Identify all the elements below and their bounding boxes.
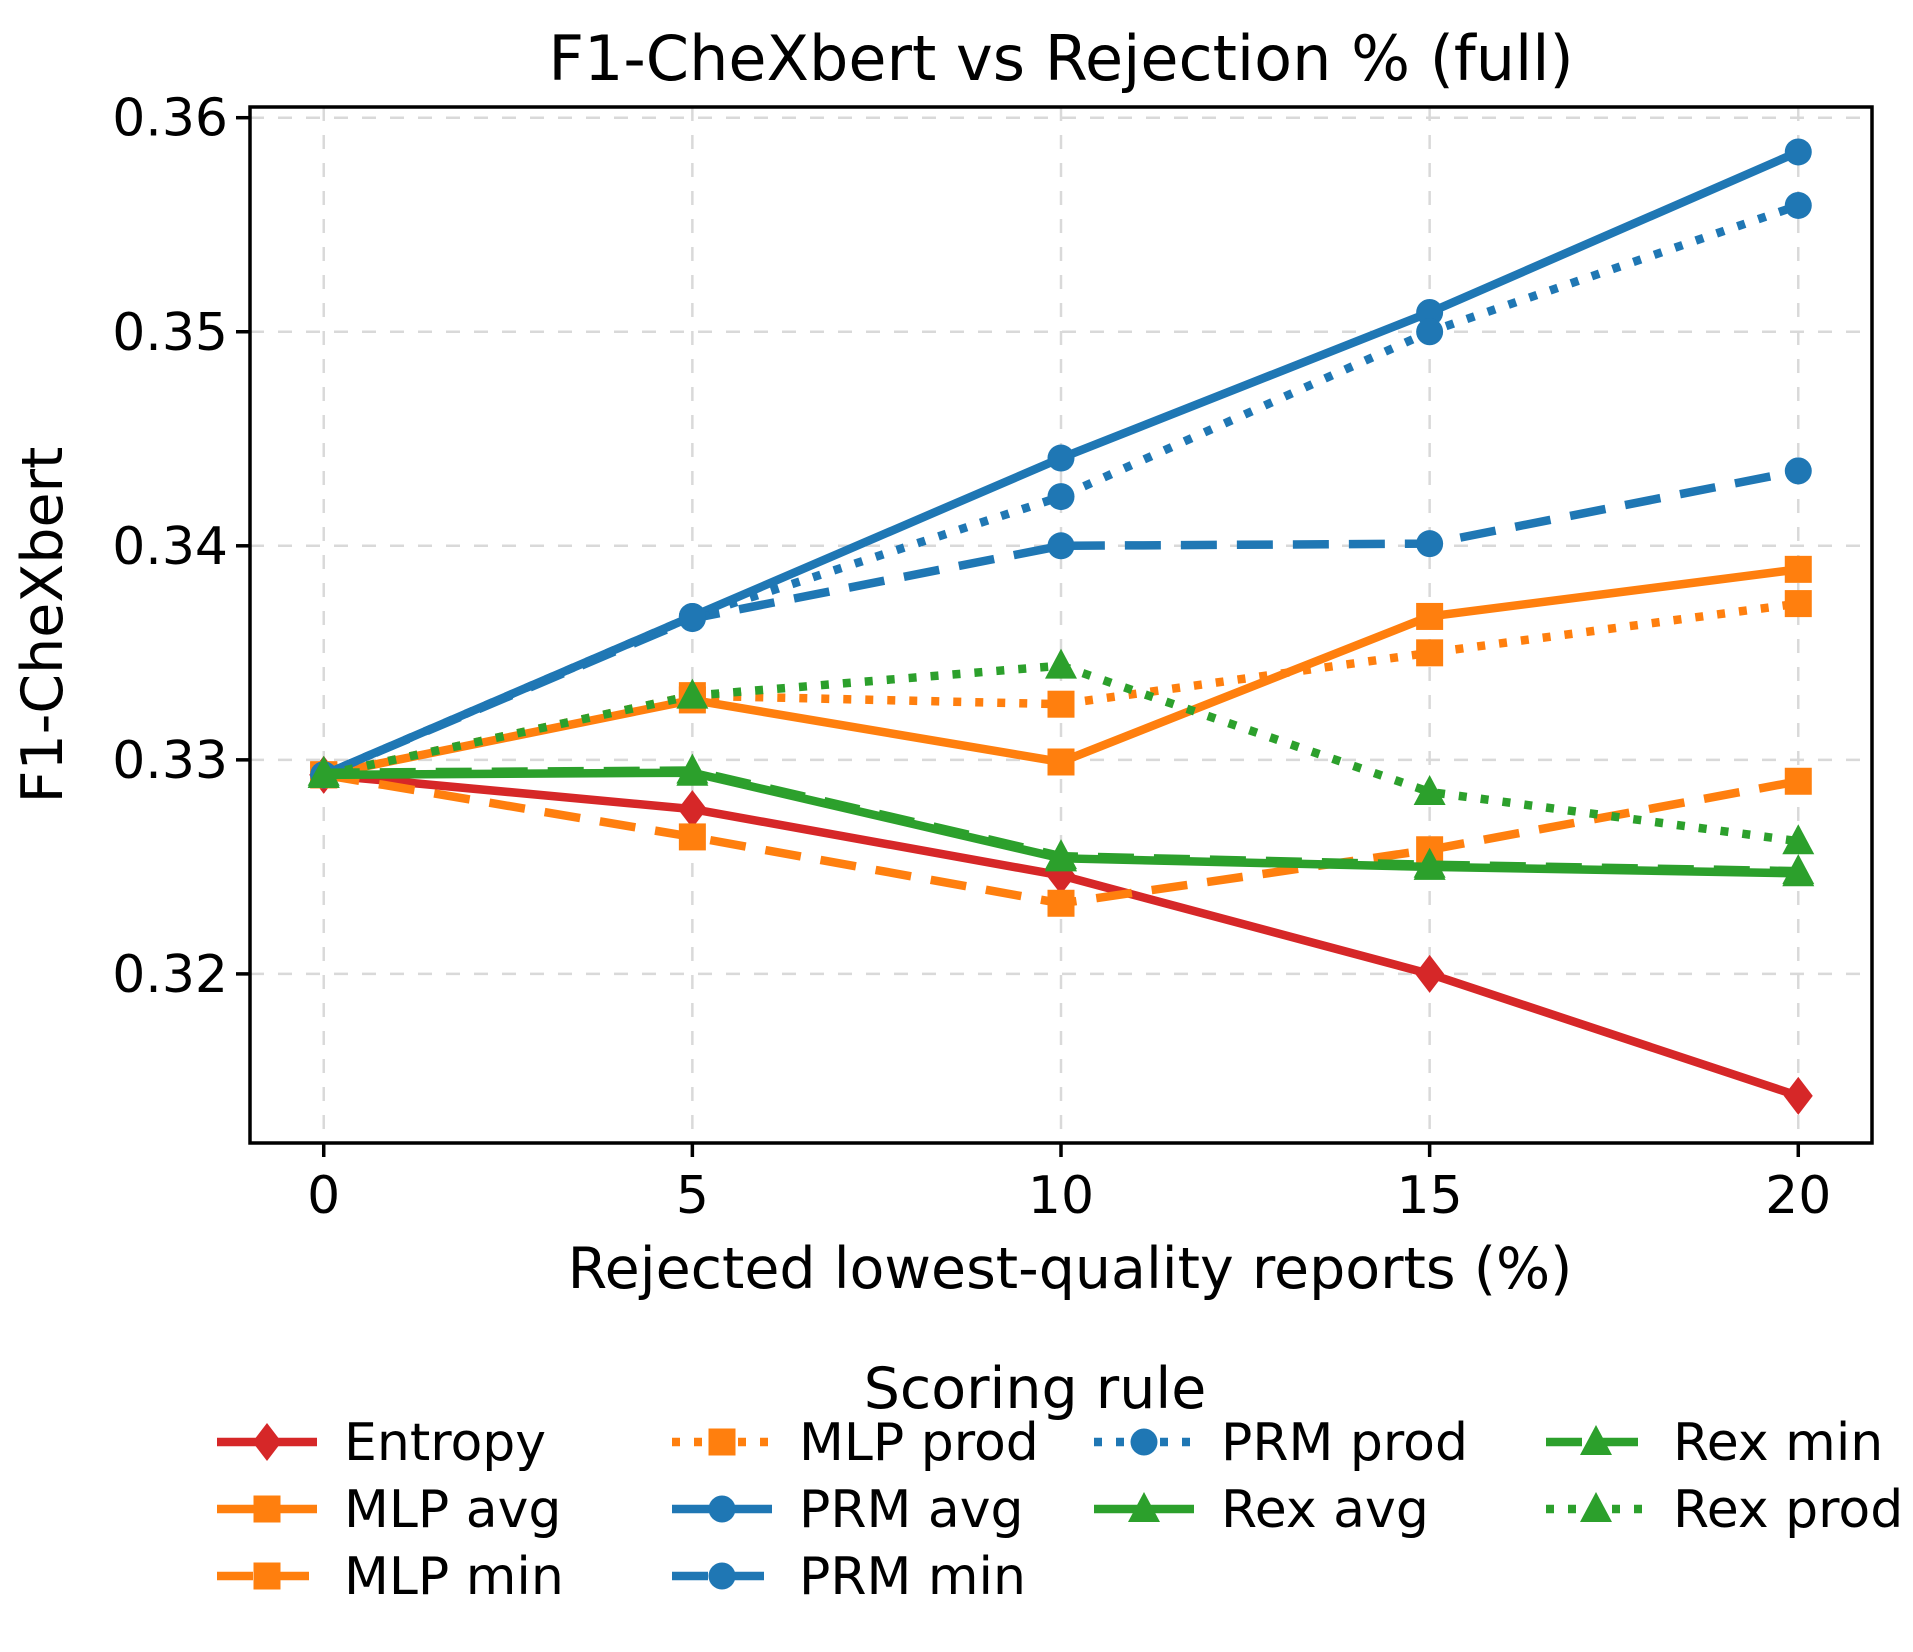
circle-marker: [708, 1495, 736, 1523]
legend-title: Scoring rule: [864, 1356, 1207, 1422]
square-marker: [1784, 767, 1812, 795]
legend-label: MLP avg: [344, 1480, 561, 1540]
chart-title: F1-CheXbert vs Rejection % (full): [548, 22, 1573, 95]
x-tick-label: 10: [1028, 1166, 1094, 1226]
triangle-marker: [1128, 1492, 1160, 1522]
square-marker: [1784, 555, 1812, 583]
tick-layer: 0.32 0.33 0.34 0.35 0.36 0 5 10 15 20: [112, 89, 1831, 1226]
triangle-marker: [1782, 824, 1815, 855]
square-marker: [253, 1495, 281, 1523]
triangle-marker: [1045, 841, 1077, 872]
legend-label: PRM prod: [1221, 1413, 1468, 1473]
legend-item-rex-prod: Rex prod: [1546, 1480, 1903, 1540]
square-marker: [1047, 748, 1075, 776]
legend-label: Rex avg: [1221, 1480, 1429, 1540]
circle-marker: [1416, 530, 1444, 558]
x-tick-label: 20: [1765, 1166, 1831, 1226]
legend-item-prm-avg: PRM avg: [672, 1480, 1024, 1540]
diamond-marker: [252, 1423, 282, 1461]
x-axis-label: Rejected lowest-quality reports (%): [568, 1236, 1573, 1302]
x-tick-label: 0: [307, 1166, 340, 1226]
circle-marker: [1416, 318, 1444, 346]
circle-marker: [1130, 1428, 1158, 1456]
circle-marker: [1047, 532, 1075, 560]
diamond-marker: [677, 790, 707, 829]
series-rex-prod: [307, 648, 1815, 855]
circle-marker: [1047, 483, 1075, 511]
legend: Scoring rule Entropy MLP avg MLP min MLP pr…: [217, 1356, 1903, 1607]
legend-label: PRM min: [799, 1547, 1026, 1607]
series-prm-prod: [310, 191, 1812, 789]
legend-item-entropy: Entropy: [217, 1413, 546, 1473]
triangle-marker: [676, 755, 709, 786]
legend-label: PRM avg: [799, 1480, 1024, 1540]
square-marker: [253, 1562, 281, 1590]
legend-item-prm-min: PRM min: [672, 1547, 1026, 1607]
triangle-marker: [676, 678, 709, 709]
circle-marker: [678, 602, 706, 630]
y-axis-label: F1-CheXbert: [10, 447, 76, 804]
grid: [250, 107, 1872, 1143]
series-layer: [307, 138, 1815, 1115]
legend-label: Rex min: [1673, 1413, 1883, 1473]
legend-item-mlp-avg: MLP avg: [217, 1480, 561, 1540]
legend-item-prm-prod: PRM prod: [1094, 1413, 1468, 1473]
circle-marker: [1784, 138, 1812, 166]
legend-label: Rex prod: [1673, 1480, 1903, 1540]
triangle-marker: [1580, 1492, 1612, 1522]
diamond-marker: [1415, 954, 1445, 993]
y-tick-label: 0.32: [112, 945, 228, 1005]
series-line-prm-prod: [322, 201, 1800, 779]
triangle-marker: [1580, 1425, 1612, 1455]
triangle-marker: [1045, 648, 1077, 679]
square-marker: [1047, 690, 1075, 718]
y-tick-label: 0.34: [112, 517, 228, 577]
series-line-entropy: [323, 770, 1800, 1100]
circle-marker: [1416, 298, 1444, 326]
triangle-marker: [1782, 856, 1815, 887]
y-tick-label: 0.33: [112, 731, 228, 791]
square-marker: [678, 823, 706, 851]
square-marker: [1047, 889, 1075, 917]
legend-label: Entropy: [344, 1413, 546, 1473]
legend-label: MLP prod: [799, 1413, 1039, 1473]
legend-item-rex-min: Rex min: [1546, 1413, 1883, 1473]
circle-marker: [708, 1562, 736, 1590]
triangle-marker: [1413, 774, 1446, 805]
x-tick-label: 5: [676, 1166, 709, 1226]
legend-item-mlp-min: MLP min: [217, 1547, 564, 1607]
diamond-marker: [1783, 1076, 1813, 1115]
square-marker: [1416, 639, 1444, 667]
legend-label: MLP min: [344, 1547, 564, 1607]
y-tick-label: 0.35: [112, 303, 228, 363]
circle-marker: [1784, 457, 1812, 485]
legend-item-mlp-prod: MLP prod: [672, 1413, 1039, 1473]
square-marker: [708, 1428, 736, 1456]
circle-marker: [1784, 191, 1812, 219]
series-line-rex-prod: [322, 661, 1799, 846]
square-marker: [1784, 590, 1812, 618]
x-tick-label: 15: [1397, 1166, 1463, 1226]
y-tick-label: 0.36: [112, 89, 228, 149]
circle-marker: [1047, 444, 1075, 472]
square-marker: [1416, 602, 1444, 630]
triangle-marker: [1413, 849, 1446, 880]
triangle-marker: [307, 757, 340, 788]
legend-item-rex-avg: Rex avg: [1094, 1480, 1429, 1540]
